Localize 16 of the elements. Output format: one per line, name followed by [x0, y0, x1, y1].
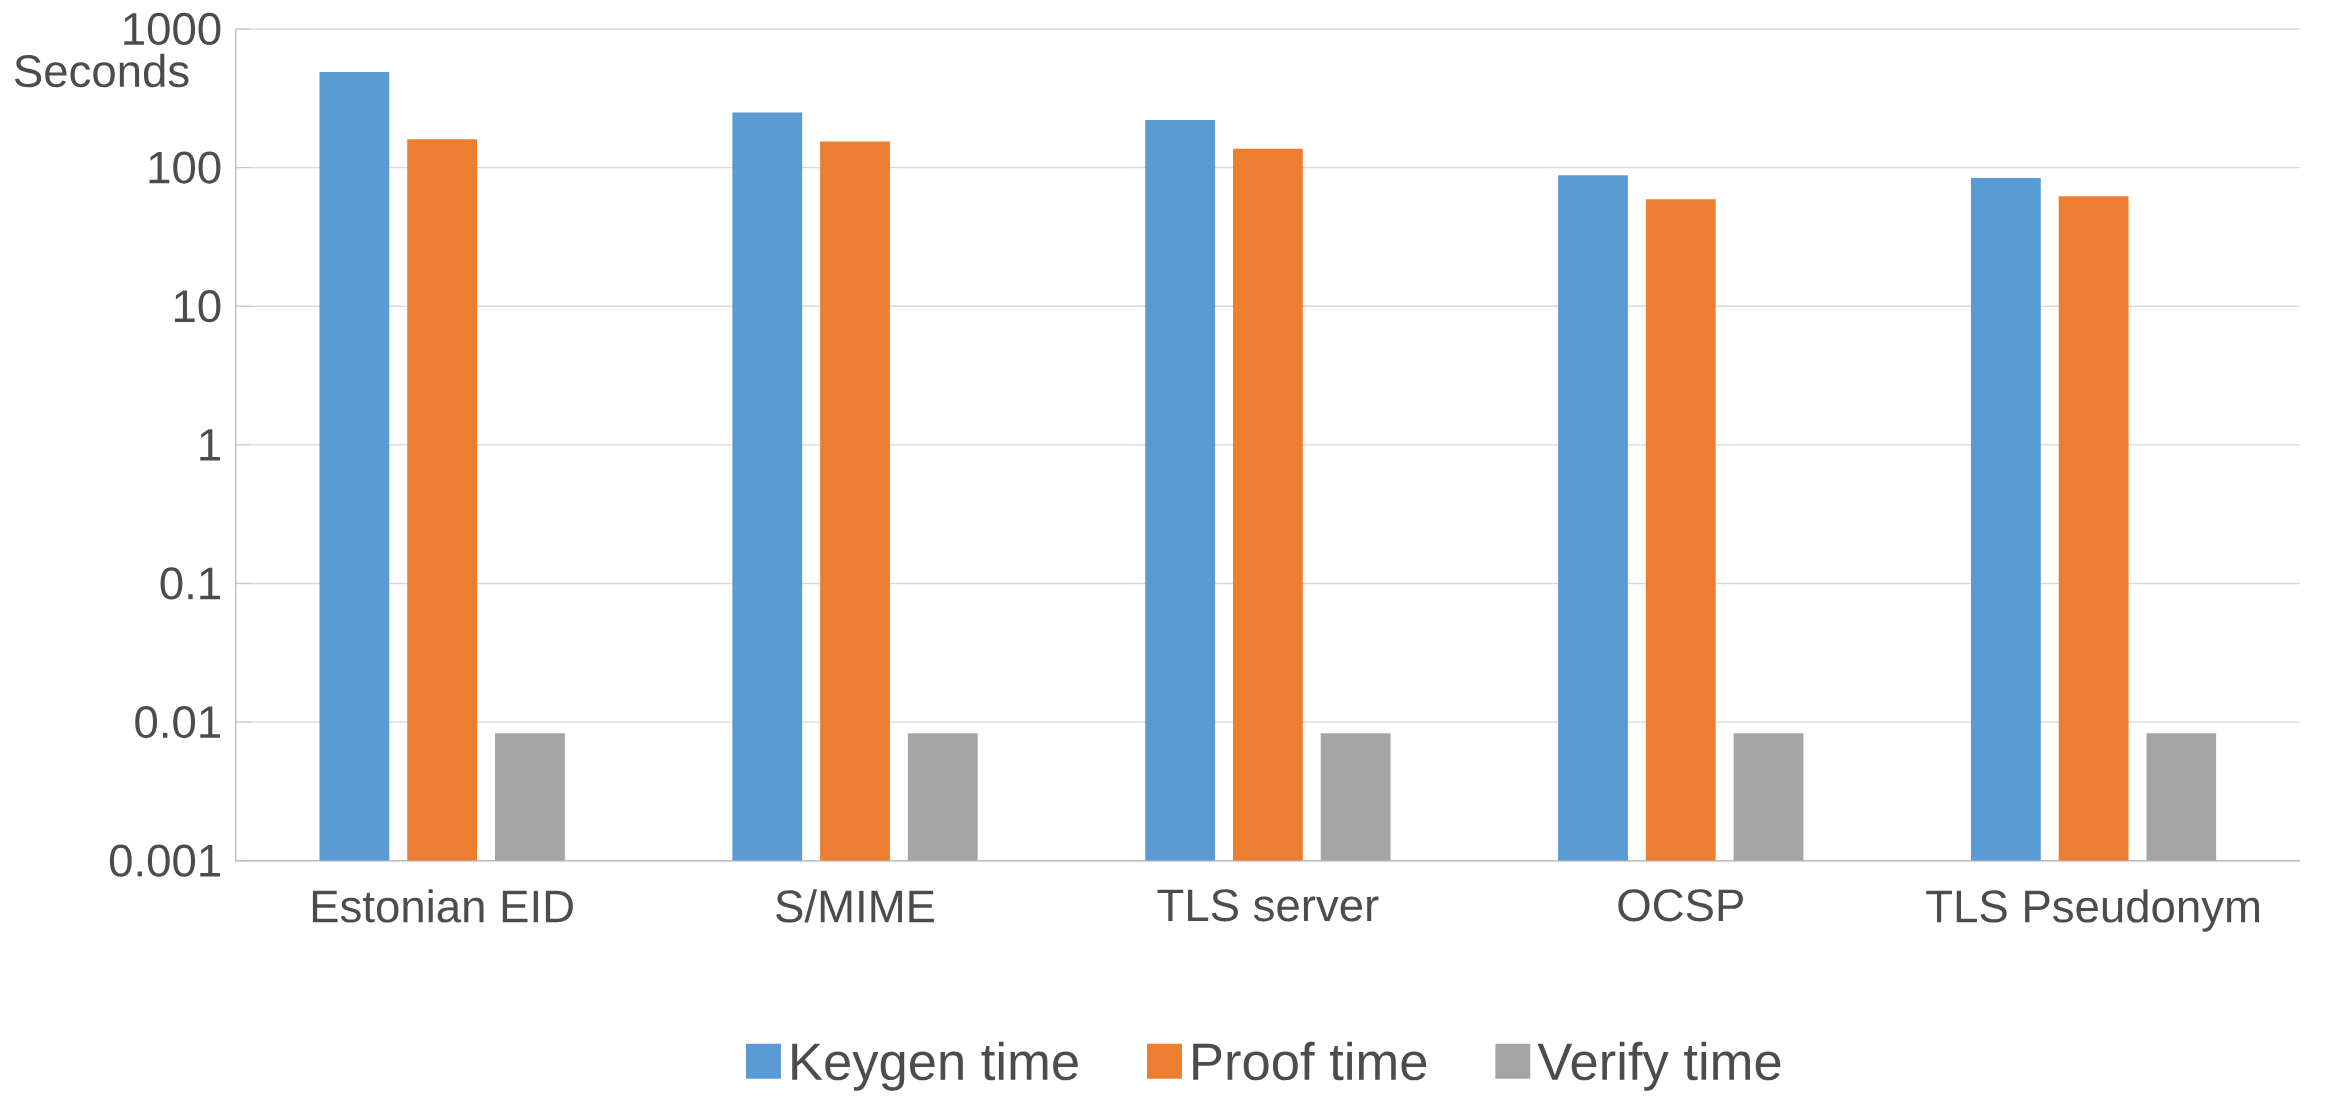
y-tick-label: 100 — [149, 151, 221, 184]
x-tick-label: TLS server — [1157, 889, 1379, 922]
legend-label: Verify time — [1537, 1041, 1781, 1091]
y-tick-label: 10 — [174, 290, 221, 323]
y-tick-label: 1000 — [124, 12, 221, 46]
x-tick-label: S/MIME — [776, 889, 935, 923]
x-tick-label: Estonian EID — [312, 889, 573, 923]
x-tick-label: TLS Pseudonym — [1926, 889, 2259, 932]
y-tick-label: 0.1 — [160, 567, 220, 600]
x-tick-label: OCSP — [1618, 889, 1743, 922]
legend-label: Proof time — [1193, 1041, 1427, 1081]
y-axis-title: Seconds — [14, 53, 189, 88]
y-tick-label: 0.001 — [109, 844, 220, 877]
y-tick-label: 0.01 — [135, 706, 220, 739]
y-tick-label: 1 — [200, 429, 220, 461]
legend-label: Keygen time — [792, 1041, 1078, 1091]
